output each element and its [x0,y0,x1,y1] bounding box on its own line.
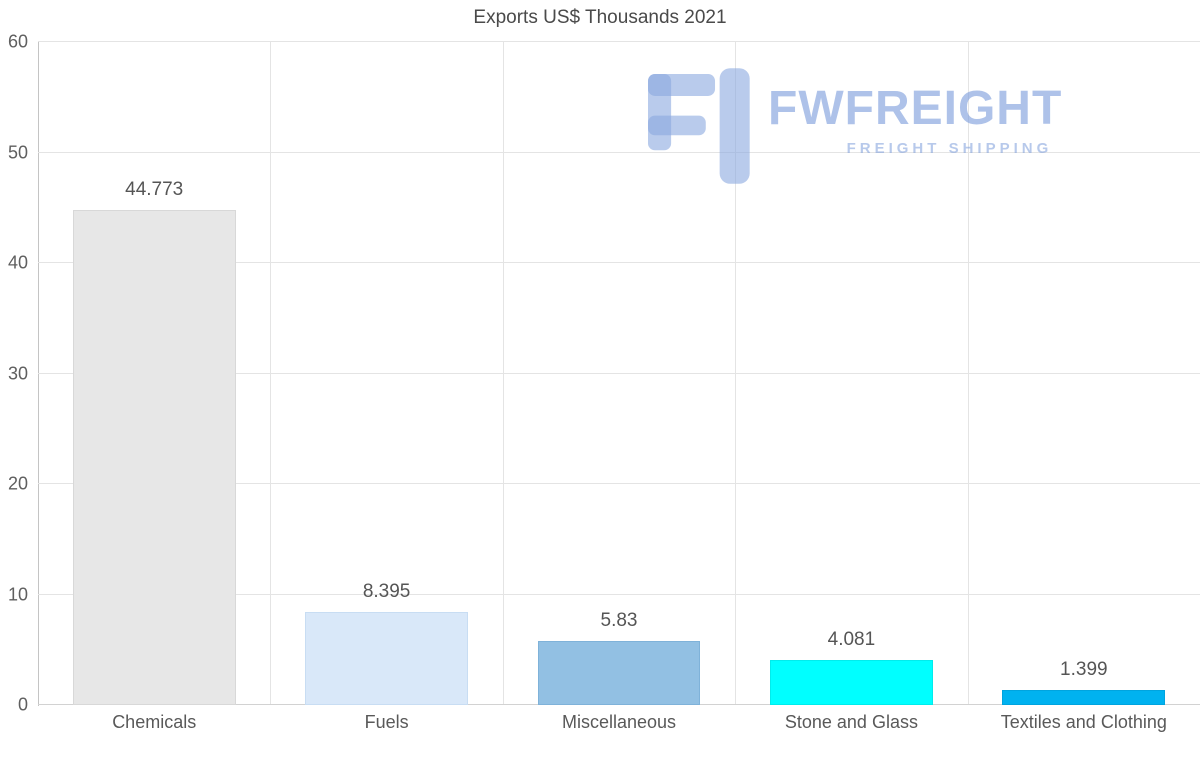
y-tick-label-30: 30 [7,363,28,383]
bar [537,640,701,705]
bar [72,210,236,705]
bar-value-label: 4.081 [827,628,876,650]
x-axis-labels: Chemicals Fuels Miscellaneous Stone and Gla… [38,712,1200,733]
bar-column-2: 5.83 [503,42,735,705]
y-tick-label-40: 40 [7,252,28,273]
bar-value-label: 44.773 [125,179,184,201]
watermark: FWFREIGHT FREIGHT SHIPPING [648,68,1062,184]
bar-column-3: 4.081 [735,42,967,705]
x-axis-label: Chemicals [112,712,197,732]
x-axis-label: Fuels [364,712,409,732]
bar-column-4: 1.399 [968,42,1200,705]
y-tick-label-10: 10 [7,584,28,604]
gridline-y-20 [38,483,1200,484]
y-tick-label-50: 50 [7,142,28,162]
y-tick-label-60: 60 [7,31,28,52]
gridline-x-3 [735,42,737,705]
plot-area: FWFREIGHT FREIGHT SHIPPING 44.773 8.395 5.… [38,41,1200,705]
gridline-x-2 [502,42,504,705]
bar [1002,689,1166,705]
fwfreight-logo-icon [648,68,750,184]
gridline-y-50 [38,151,1200,153]
bar-value-label: 5.83 [600,609,638,631]
chart-title: Exports US$ Thousands 2021 [473,7,727,28]
gridline-y-10 [38,593,1200,595]
bar-value-label: 1.399 [1060,658,1108,680]
gridline-y-40 [38,262,1200,263]
bar [770,659,933,705]
bar-column-0: 44.773 [38,42,270,705]
y-axis-ticks: 0 10 20 30 40 50 60 [0,32,30,715]
watermark-tagline: FREIGHT SHIPPING [846,140,1053,158]
y-axis-line [38,42,39,706]
bars-group: 44.773 8.395 5.83 4.081 1.399 [38,42,1200,705]
gridline-x-1 [270,42,272,705]
x-axis-label: Textiles and Clothing [1000,712,1167,732]
bar [305,612,468,705]
gridline-y-30 [38,372,1200,374]
watermark-brand: FWFREIGHT [768,82,1063,135]
x-axis-label: Miscellaneous [561,712,677,732]
y-tick-label-0: 0 [17,694,28,715]
bar-column-1: 8.395 [270,42,502,705]
gridline-y-60 [38,41,1200,42]
gridline-x-4 [967,42,969,705]
bar-value-label: 8.395 [362,581,411,603]
x-axis-label: Stone and Glass [784,712,918,732]
watermark-text: FWFREIGHT FREIGHT SHIPPING [768,68,1062,157]
y-tick-label-20: 20 [7,473,28,494]
